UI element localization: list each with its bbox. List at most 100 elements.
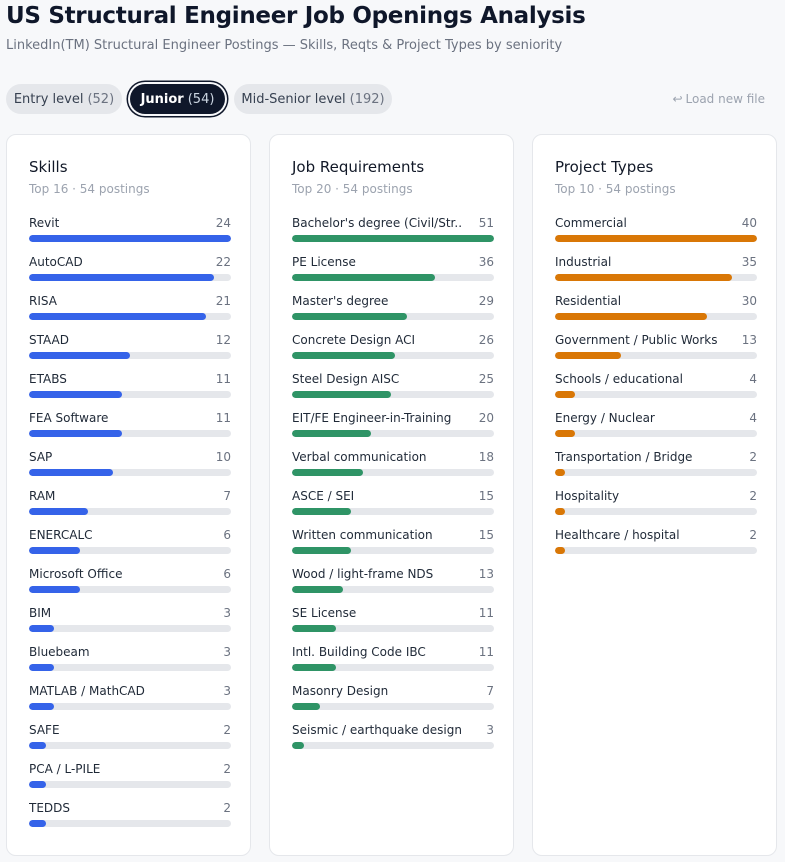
bar-value: 40: [741, 216, 757, 230]
bar-row: Government / Public Works 13: [555, 332, 757, 371]
bar-value: 21: [215, 294, 231, 308]
bar-fill: [292, 235, 494, 242]
bar-fill: [29, 781, 46, 788]
bar-fill: [29, 352, 130, 359]
bar-track: [29, 820, 231, 827]
bar-value: 15: [478, 489, 494, 503]
bar-label: Transportation / Bridge: [555, 450, 693, 464]
bar-track: [555, 274, 757, 281]
bar-label: EIT/FE Engineer-in-Training: [292, 411, 452, 425]
bar-fill: [29, 664, 55, 671]
bar-row: Masonry Design 7: [292, 683, 494, 722]
bar-label: AutoCAD: [29, 255, 83, 269]
bar-value: 12: [215, 333, 231, 347]
bar-row: SAP 10: [29, 449, 231, 488]
bar-fill: [29, 391, 122, 398]
bar-label: Master's degree: [292, 294, 389, 308]
tab-label: Entry level: [13, 91, 84, 107]
bar-row: TEDDS 2: [29, 800, 231, 839]
load-new-file-button[interactable]: ↩ Load new file: [672, 92, 765, 106]
bar-label: Concrete Design ACI: [292, 333, 416, 347]
bar-label: Intl. Building Code IBC: [292, 645, 426, 659]
bar-fill: [555, 547, 566, 554]
bar-fill: [555, 508, 566, 515]
bar-row: RAM 7: [29, 488, 231, 527]
bar-label: Hospitality: [555, 489, 620, 503]
bar-value: 7: [486, 684, 494, 698]
bar-label: SE License: [292, 606, 357, 620]
bar-value: 13: [478, 567, 494, 581]
bar-track: [292, 703, 494, 710]
bar-label: MATLAB / MathCAD: [29, 684, 145, 698]
bar-fill: [555, 235, 757, 242]
bar-value: 24: [215, 216, 231, 230]
bar-row: Industrial 35: [555, 254, 757, 293]
bar-row: Microsoft Office 6: [29, 566, 231, 605]
bar-fill: [292, 742, 304, 749]
bar-track: [555, 430, 757, 437]
bar-value: 11: [215, 411, 231, 425]
bar-label: Government / Public Works: [555, 333, 718, 347]
bar-row: Transportation / Bridge 2: [555, 449, 757, 488]
tab-count: (54): [187, 91, 215, 107]
bar-value: 20: [478, 411, 494, 425]
bar-label: Commercial: [555, 216, 627, 230]
bar-row: BIM 3: [29, 605, 231, 644]
bar-value: 3: [223, 606, 231, 620]
bar-label: Industrial: [555, 255, 612, 269]
card-title: Job Requirements: [292, 158, 425, 176]
bar-value: 13: [741, 333, 757, 347]
tab-entry-level[interactable]: Entry level (52): [6, 84, 122, 114]
bar-fill: [29, 742, 46, 749]
bar-fill: [29, 820, 46, 827]
bar-track: [555, 235, 757, 242]
bar-row: Schools / educational 4: [555, 371, 757, 410]
bar-label: Bluebeam: [29, 645, 90, 659]
bar-row: Seismic / earthquake design 3: [292, 722, 494, 761]
bar-track: [29, 742, 231, 749]
bar-row: Wood / light-frame NDS 13: [292, 566, 494, 605]
bar-row: MATLAB / MathCAD 3: [29, 683, 231, 722]
job-requirements-card: Job Requirements Top 20 · 54 postings Ba…: [269, 134, 514, 856]
bar-fill: [292, 352, 395, 359]
bar-fill: [29, 430, 122, 437]
bar-fill: [555, 352, 621, 359]
bar-track: [29, 703, 231, 710]
bar-track: [292, 352, 494, 359]
bar-fill: [555, 274, 732, 281]
bar-row: Intl. Building Code IBC 11: [292, 644, 494, 683]
bar-fill: [292, 625, 336, 632]
bar-row: SE License 11: [292, 605, 494, 644]
bar-fill: [292, 508, 352, 515]
tab-junior[interactable]: Junior (54): [130, 84, 225, 114]
bar-label: ENERCALC: [29, 528, 93, 542]
bar-fill: [29, 235, 231, 242]
bar-value: 30: [741, 294, 757, 308]
bar-label: RISA: [29, 294, 57, 308]
bar-value: 22: [215, 255, 231, 269]
bar-track: [29, 625, 231, 632]
tab-mid-senior-level[interactable]: Mid-Senior level (192): [234, 84, 392, 114]
bar-row: Energy / Nuclear 4: [555, 410, 757, 449]
bar-label: Healthcare / hospital: [555, 528, 680, 542]
bar-track: [292, 742, 494, 749]
bar-track: [292, 547, 494, 554]
bar-row: Verbal communication 18: [292, 449, 494, 488]
bar-row: Revit 24: [29, 215, 231, 254]
bar-value: 15: [478, 528, 494, 542]
bar-track: [555, 508, 757, 515]
bar-track: [29, 781, 231, 788]
bar-label: FEA Software: [29, 411, 109, 425]
bar-fill: [292, 547, 352, 554]
bar-label: PCA / L-PILE: [29, 762, 101, 776]
bar-track: [292, 235, 494, 242]
skills-card: Skills Top 16 · 54 postings Revit 24 AutoC…: [6, 134, 251, 856]
tab-count: (192): [349, 91, 385, 107]
bar-row: Bluebeam 3: [29, 644, 231, 683]
bar-fill: [29, 469, 114, 476]
tab-label: Mid-Senior level: [241, 91, 346, 107]
bar-fill: [292, 313, 407, 320]
bar-row: STAAD 12: [29, 332, 231, 371]
bar-fill: [29, 625, 55, 632]
bar-track: [292, 586, 494, 593]
